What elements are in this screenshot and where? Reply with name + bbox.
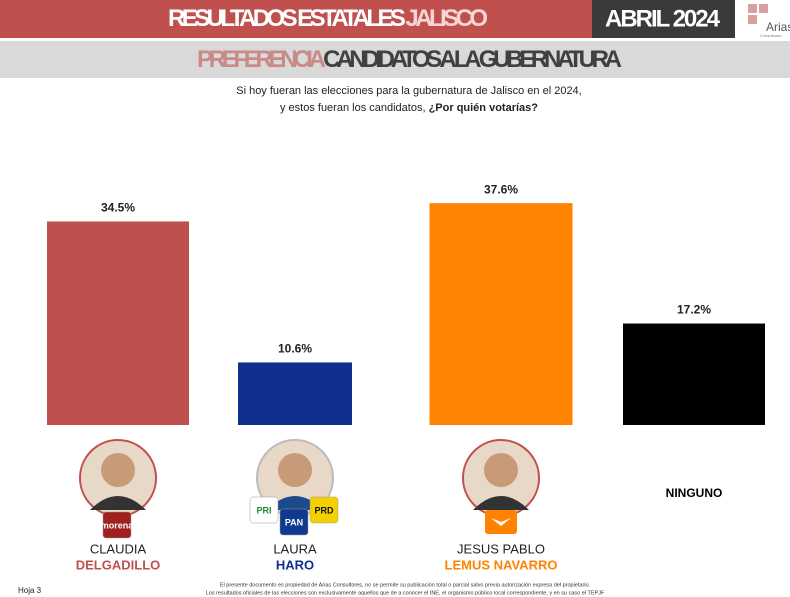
data-label: 10.6% xyxy=(278,342,312,356)
header-title-main: RESULTADOS ESTATALES xyxy=(168,5,406,32)
bar xyxy=(47,221,189,425)
last-name: DELGADILLO xyxy=(76,557,161,572)
bar xyxy=(623,323,765,425)
logo-square xyxy=(759,4,768,13)
footnote: El presente documento es propiedad de Ar… xyxy=(220,582,591,588)
photo-head xyxy=(278,453,312,487)
page-number: Hoja 3 xyxy=(18,586,42,595)
party-logo xyxy=(102,511,132,539)
subtitle: Si hoy fueran las elecciones para la gub… xyxy=(236,85,582,97)
header-title: RESULTADOS ESTATALES JALISCO xyxy=(168,5,488,32)
logo-square xyxy=(748,4,757,13)
party-logo-bird xyxy=(491,518,511,526)
data-label: 34.5% xyxy=(101,201,135,215)
party-logo-text: morena xyxy=(101,520,135,530)
data-label: 37.6% xyxy=(484,182,518,196)
header-bar xyxy=(0,0,592,38)
chart-title: PREFERENCIA CANDIDATOS A LA GUBERNATURA xyxy=(197,46,622,73)
footnote: Los resultados oficiales de las eleccion… xyxy=(206,590,605,596)
party-logo-text: PAN xyxy=(285,517,303,527)
data-label: 17.2% xyxy=(677,303,711,317)
party-logo xyxy=(249,496,279,524)
title-light: PREFERENCIA xyxy=(197,46,326,73)
photo-body xyxy=(90,496,146,510)
first-name: CLAUDIA xyxy=(90,541,147,556)
photo-head xyxy=(101,453,135,487)
party-logo-text: PRD xyxy=(314,505,334,515)
question: ¿Por quién votarías? xyxy=(429,102,539,114)
title-dark: CANDIDATOS A LA GUBERNATURA xyxy=(323,46,622,73)
bar xyxy=(238,362,352,425)
party-logo xyxy=(279,508,309,536)
first-name: LAURA xyxy=(273,541,317,556)
logo-text: Arias xyxy=(766,20,790,34)
subtitle-part: y estos fueran los candidatos, xyxy=(280,102,426,114)
bar xyxy=(429,203,573,425)
logo-square xyxy=(748,15,757,24)
subtitle: y estos fueran los candidatos, ¿Por quié… xyxy=(280,102,538,114)
photo-head xyxy=(484,453,518,487)
last-name: LEMUS NAVARRO xyxy=(445,557,558,572)
date-box xyxy=(592,0,735,38)
party-logo-text: PRI xyxy=(256,505,271,515)
title-band xyxy=(0,41,790,78)
party-logo xyxy=(309,496,339,524)
last-name: HARO xyxy=(276,557,314,572)
header-title-state: JALISCO xyxy=(405,5,488,32)
header-date: ABRIL 2024 xyxy=(605,5,721,32)
photo-body xyxy=(267,496,323,510)
photo-body xyxy=(473,496,529,510)
category-label: NINGUNO xyxy=(666,486,723,500)
first-name: JESUS PABLO xyxy=(457,541,545,556)
logo-subtext: Consultores xyxy=(760,33,781,38)
